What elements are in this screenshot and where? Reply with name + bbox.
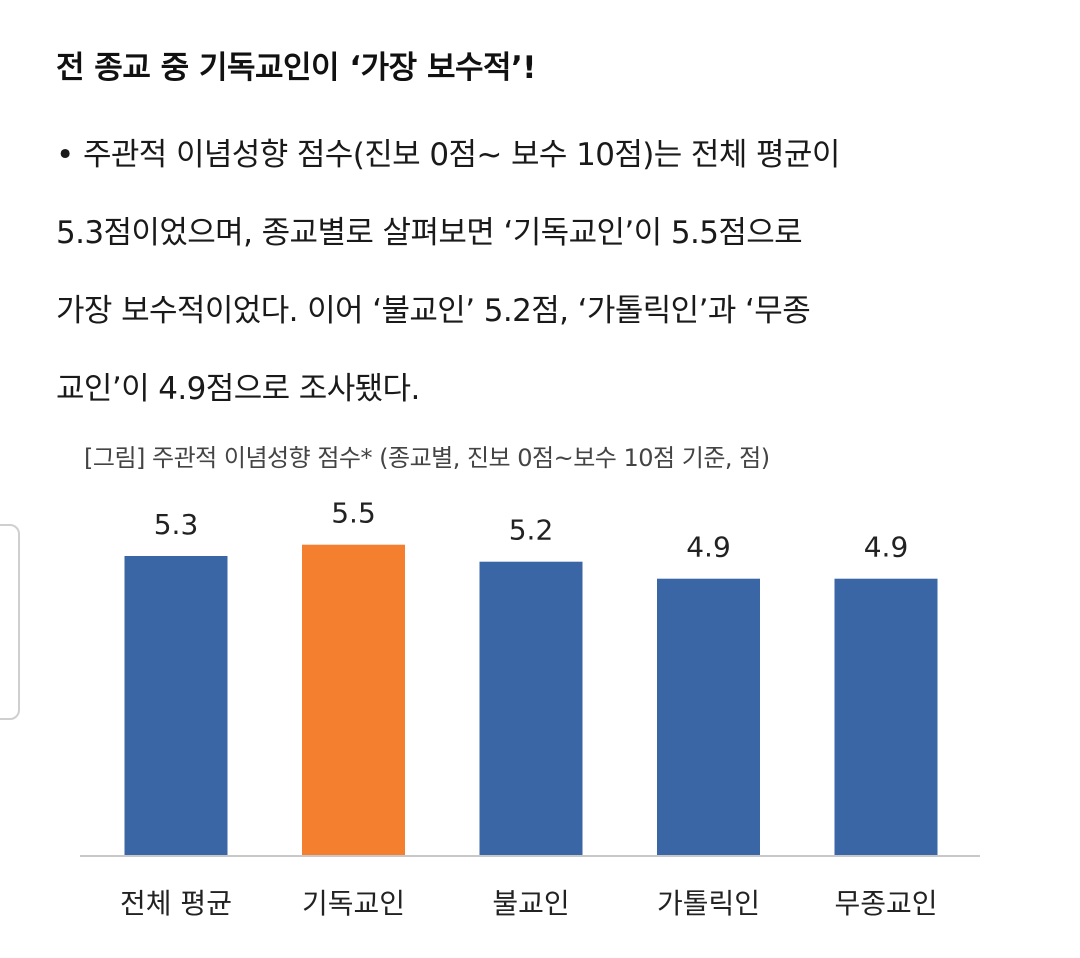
value-label-group: 5.3 5.5 5.2 4.9 4.9 bbox=[154, 497, 909, 564]
category-label-5: 무종교인 bbox=[834, 887, 937, 920]
body-line-4: 교인’이 4.9점으로 조사됐다. bbox=[56, 371, 420, 407]
category-label-2: 기독교인 bbox=[302, 887, 405, 920]
category-label-3: 불교인 bbox=[492, 887, 569, 920]
category-label-1: 전체 평균 bbox=[120, 887, 232, 920]
body-line-1: • 주관적 이념성향 점수(진보 0점~ 보수 10점)는 전체 평균이 bbox=[56, 137, 840, 173]
body-line-2: 5.3점이었으며, 종교별로 살펴보면 ‘기독교인’이 5.5점으로 bbox=[56, 215, 803, 251]
value-label-2: 5.5 bbox=[331, 497, 376, 530]
category-label-4: 가톨릭인 bbox=[657, 887, 760, 920]
value-label-1: 5.3 bbox=[154, 508, 199, 541]
body-text: • 주관적 이념성향 점수(진보 0점~ 보수 10점)는 전체 평균이 5.3… bbox=[56, 116, 1041, 428]
value-label-5: 4.9 bbox=[864, 531, 909, 564]
category-label-group: 전체 평균 기독교인 불교인 가톨릭인 무종교인 bbox=[120, 887, 938, 920]
bar-3 bbox=[479, 561, 583, 856]
bar-2 bbox=[302, 544, 405, 856]
side-scroll-tab[interactable] bbox=[0, 524, 20, 720]
bar-1 bbox=[124, 556, 228, 856]
bar-5 bbox=[834, 578, 938, 856]
bar-4 bbox=[657, 578, 760, 856]
body-line-3: 가장 보수적이었다. 이어 ‘불교인’ 5.2점, ‘가톨릭인’과 ‘무종 bbox=[56, 293, 811, 329]
bar-group bbox=[124, 544, 938, 856]
value-label-3: 5.2 bbox=[509, 514, 554, 547]
headline: 전 종교 중 기독교인이 ‘가장 보수적’! bbox=[56, 50, 536, 86]
value-label-4: 4.9 bbox=[686, 531, 731, 564]
chart-caption: [그림] 주관적 이념성향 점수* (종교별, 진보 0점~보수 10점 기준,… bbox=[84, 444, 770, 472]
